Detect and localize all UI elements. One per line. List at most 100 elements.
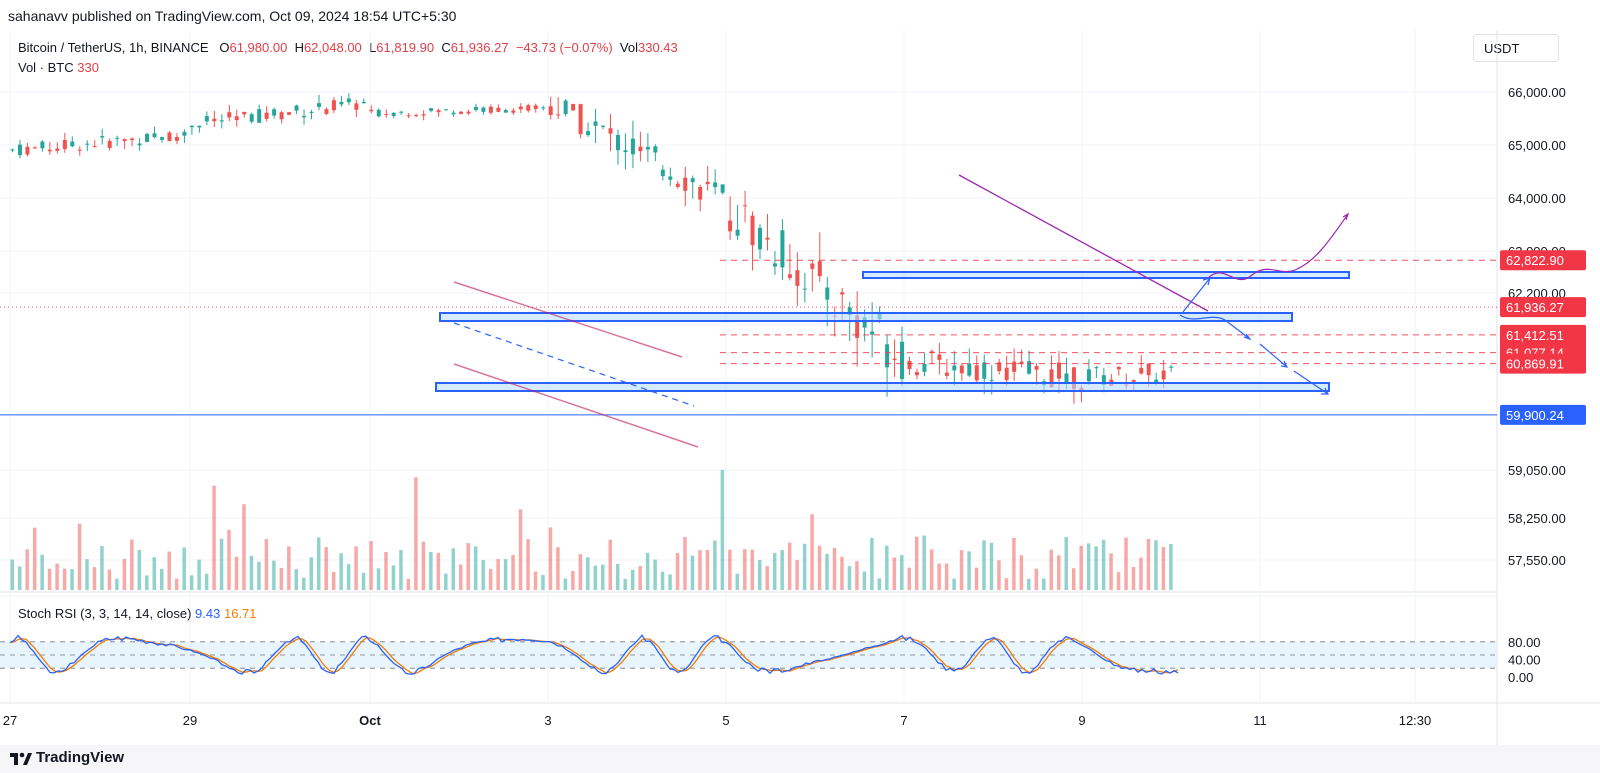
price-levels [0, 259, 1497, 416]
candle-body [167, 132, 172, 142]
volume-bar [316, 537, 321, 590]
candle-body [40, 141, 45, 149]
price-tick-label: 58,250.00 [1508, 511, 1566, 526]
candle-body [1034, 366, 1039, 370]
channel-upper-line[interactable] [453, 281, 683, 358]
volume-bar [429, 551, 433, 590]
candle-body [541, 107, 546, 109]
candle-body [316, 103, 321, 107]
price-chart[interactable]: 66,000.0065,000.0064,000.0063,000.0062,2… [0, 0, 1600, 745]
volume-bar [743, 549, 747, 590]
candle-body [623, 150, 628, 153]
candle-body [750, 215, 755, 246]
volume-bar [219, 538, 224, 590]
volume-bar [1109, 553, 1113, 590]
volume-bar [511, 554, 515, 590]
stoch-k-line [9, 634, 1179, 675]
candle-body [1086, 369, 1091, 382]
volume-bar [967, 551, 971, 590]
resistance-zone[interactable] [862, 271, 1350, 279]
time-axis[interactable]: 27 29 Oct 3 5 7 9 11 12:30 [3, 713, 1432, 728]
high-label: H [294, 40, 304, 55]
bearish-projection-path-1 [1179, 314, 1251, 340]
candle-body [466, 111, 471, 114]
support-zone-upper[interactable] [439, 312, 1293, 322]
price-badge[interactable] [1500, 353, 1586, 374]
price-badge[interactable] [1500, 297, 1586, 318]
volume-indicator-name[interactable]: Vol · BTC [18, 60, 74, 75]
tv-logo-icon [10, 752, 32, 765]
candle-body [302, 115, 307, 118]
price-badge[interactable] [1500, 324, 1586, 345]
volume-bar [1027, 578, 1031, 590]
candle-body [324, 109, 329, 114]
time-tick-label: 11 [1253, 713, 1267, 728]
channel-lower-line[interactable] [453, 363, 699, 448]
price-badge[interactable] [1500, 250, 1586, 271]
candle-body [145, 133, 150, 142]
support-zone-lower[interactable] [435, 382, 1330, 392]
candle-body [249, 114, 254, 122]
candle-body [608, 128, 613, 134]
candle-body [421, 114, 426, 116]
time-tick-label: 7 [900, 713, 907, 728]
volume-bar [914, 536, 919, 590]
candle-body [130, 138, 135, 141]
candle-body [17, 144, 22, 156]
descending-trendline[interactable] [958, 174, 1209, 312]
volume-bar [496, 559, 500, 590]
candle-body [242, 112, 247, 115]
volume-bar [70, 569, 74, 590]
volume-bar [354, 546, 358, 590]
stoch-rsi-legend: Stoch RSI (3, 3, 14, 14, close) 9.43 16.… [18, 606, 257, 621]
volume-bar [309, 557, 313, 590]
price-badge[interactable] [1500, 404, 1586, 425]
volume-bar [630, 569, 635, 590]
candle-body [62, 139, 67, 150]
volume-bar [451, 548, 456, 590]
arrowhead-down-icon [1321, 387, 1329, 395]
price-badge-label: 61,936.27 [1506, 300, 1564, 315]
time-tick-label: 29 [183, 713, 197, 728]
candle-body [309, 111, 314, 113]
candle-body [369, 109, 374, 112]
volume-bar [593, 565, 598, 590]
candle-body [698, 186, 703, 200]
price-axis[interactable]: 66,000.0065,000.0064,000.0063,000.0062,2… [1500, 85, 1586, 685]
currency-selector[interactable]: USDT [1473, 34, 1559, 62]
volume-bar [997, 560, 1001, 590]
volume-bar [601, 564, 605, 590]
volume-bar [481, 560, 485, 590]
volume-bar [466, 543, 470, 590]
volume-bar [840, 556, 844, 590]
stoch-rsi-name[interactable]: Stoch RSI (3, 3, 14, 14, close) [18, 606, 192, 621]
candle-body [488, 106, 493, 113]
candle-body [1154, 379, 1159, 382]
volume-bar [765, 566, 769, 590]
candle-body [556, 114, 561, 116]
open-value: 61,980.00 [229, 40, 288, 55]
volume-bar [563, 578, 568, 590]
volume-bar [533, 571, 538, 590]
volume-bar [77, 523, 82, 590]
stoch-rsi-pane [0, 634, 1497, 675]
volume-bar [817, 545, 822, 590]
volume-bar [698, 550, 702, 590]
tradingview-logo[interactable]: TradingView [10, 749, 124, 766]
candle-body [870, 331, 875, 335]
candle-body [989, 379, 994, 381]
volume-bar [832, 547, 837, 590]
volume-bar [62, 568, 67, 590]
candle-body [279, 112, 284, 120]
candle-body [503, 110, 508, 113]
volume-bar [257, 561, 261, 590]
volume-bar [130, 539, 134, 590]
candle-body [758, 227, 762, 250]
volume-bar [758, 560, 762, 590]
symbol-name[interactable]: Bitcoin / TetherUS, 1h, BINANCE [18, 40, 209, 55]
channel-mid-line[interactable] [453, 322, 695, 407]
volume-bar [645, 552, 650, 590]
volume-bar [728, 549, 732, 590]
stoch-tick-label: 80.00 [1508, 635, 1541, 650]
volume-bar [1057, 555, 1061, 590]
